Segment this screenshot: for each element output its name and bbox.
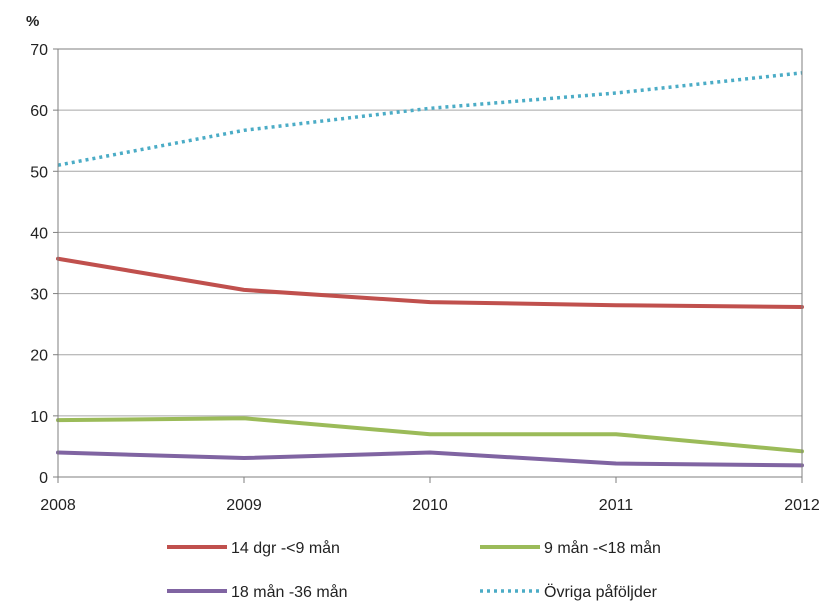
y-tick-label: 50 <box>30 164 48 181</box>
y-tick-label: 20 <box>30 348 48 365</box>
legend-label: 14 dgr -<9 mån <box>231 539 340 557</box>
y-axis-unit-label: % <box>26 13 39 30</box>
x-axis-ticks: 2008 2009 2010 2011 2012 <box>40 477 820 514</box>
series-line-2 <box>56 416 804 454</box>
y-tick-label: 0 <box>39 470 48 487</box>
y-tick-label: 60 <box>30 103 48 120</box>
y-axis-ticks: 0 10 20 30 40 50 60 70 <box>30 42 58 487</box>
plot-area-border <box>57 48 803 478</box>
legend-label: 9 mån -<18 mån <box>544 539 661 557</box>
series-line-4 <box>57 71 803 167</box>
axes <box>57 48 803 478</box>
x-tick-label: 2010 <box>412 497 448 514</box>
x-tick-label: 2012 <box>784 497 820 514</box>
legend: 14 dgr -<9 mån 9 mån -<18 mån 18 mån -36 m… <box>167 539 661 601</box>
y-tick-label: 30 <box>30 287 48 304</box>
series-lines <box>56 71 804 468</box>
y-tick-label: 70 <box>30 42 48 59</box>
gridlines <box>58 48 802 417</box>
series-line-3 <box>56 450 804 468</box>
legend-label: 18 mån -36 mån <box>231 583 348 601</box>
x-tick-label: 2011 <box>599 497 634 514</box>
x-tick-label: 2009 <box>226 497 262 514</box>
legend-label: Övriga påföljder <box>544 583 658 601</box>
y-tick-label: 10 <box>30 409 48 426</box>
series-line-1 <box>56 256 804 310</box>
y-tick-label: 40 <box>30 225 48 242</box>
x-tick-label: 2008 <box>40 497 76 514</box>
